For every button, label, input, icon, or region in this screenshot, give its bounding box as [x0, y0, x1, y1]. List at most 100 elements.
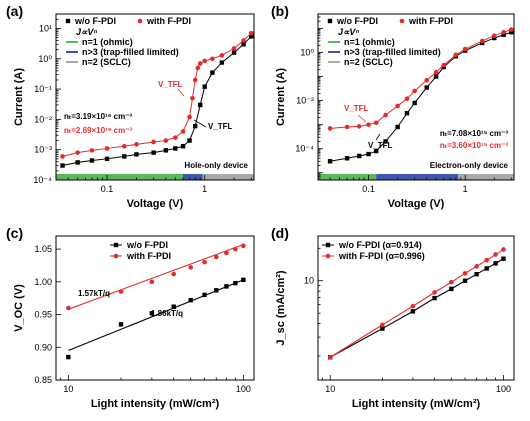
legend-label: w/o F-PDI (α=0.914) — [338, 240, 422, 250]
y-tick-label: 10⁻⁴ — [33, 175, 52, 185]
region-bar-1 — [56, 174, 184, 180]
vtfl-red-arrow — [357, 114, 367, 123]
model-legend: J∝Vⁿn=1 (ohmic)n>3 (trap-filled limited)… — [328, 27, 441, 67]
data-point — [163, 138, 169, 143]
legend: w/o F-PDI (α=0.914)with F-PDI (α=0.996) — [322, 240, 425, 261]
data-point — [60, 163, 65, 168]
panel-1: (a) 0.1 1 10⁻⁴ 10⁻³ 10⁻² 10⁻¹ 10⁰ 10¹ Voltage (V)… — [6, 3, 255, 210]
data-point — [327, 126, 333, 131]
legend-label: with F-PDI — [146, 16, 191, 26]
data-point — [484, 257, 489, 263]
series-2 — [60, 30, 254, 159]
x-tick-label: 100 — [496, 384, 511, 394]
data-point — [210, 70, 215, 75]
data-point — [202, 259, 207, 265]
series-2 — [327, 247, 506, 360]
vtfl-black-label: V_TFL — [368, 141, 393, 150]
data-point — [493, 252, 498, 257]
data-point — [213, 254, 219, 260]
data-point — [366, 151, 371, 157]
model-label: n>3 (trap-filled limited) — [344, 47, 441, 57]
trap-density-black: nₜ=3.19×10¹⁶ cm⁻³ — [64, 112, 132, 121]
data-point — [149, 279, 155, 285]
data-point — [373, 148, 379, 154]
data-point — [202, 292, 207, 298]
series-2 — [66, 243, 246, 311]
data-point — [104, 156, 110, 162]
model-label: n>3 (trap-filled limited) — [82, 47, 179, 57]
data-point — [433, 70, 439, 75]
data-point — [151, 139, 156, 145]
ticks — [317, 13, 512, 180]
plot-frame — [317, 13, 515, 181]
legend-label: w/o F-PDI — [74, 16, 116, 26]
data-point — [404, 96, 410, 102]
annotations: V_TFL V_TFL nₜ=7.08×10¹⁵ cm⁻³ nₜ=3.60×10¹⁵ … — [344, 104, 509, 170]
x-axis-title: Light intensity (mW/cm²) — [91, 398, 220, 410]
series-1 — [66, 277, 246, 360]
legend-marker — [327, 18, 333, 24]
data-point — [424, 77, 430, 83]
x-axis-title: Light intensity (mW/cm²) — [352, 398, 481, 410]
y-tick-label: 10⁻² — [296, 96, 314, 106]
trap-density-red: nₜ=3.60×10¹⁵ cm⁻³ — [440, 141, 508, 150]
y-tick-label: 10⁰ — [38, 54, 52, 64]
y-tick-label: 1.00 — [34, 277, 52, 287]
data-point — [210, 56, 215, 62]
data-point — [501, 32, 506, 37]
data-point — [453, 52, 459, 58]
y-axis-title: V_OC (V) — [13, 284, 25, 332]
data-point — [356, 124, 362, 129]
x-tick-label: 1 — [463, 184, 468, 194]
data-point — [171, 304, 176, 309]
data-point — [60, 154, 65, 159]
y-axis-title: Current (A) — [275, 68, 287, 126]
region-bar-1 — [318, 174, 377, 180]
data-point — [479, 38, 485, 44]
annotations: nₜ=3.19×10¹⁶ cm⁻³ nₜ=2.69×10¹⁶ cm⁻³ V_TFL V… — [64, 80, 249, 170]
legend-label: with F-PDI — [126, 251, 171, 261]
data-point — [432, 295, 437, 301]
legend-marker — [399, 18, 405, 24]
fit-label-black: 1.86kT/q — [151, 309, 183, 318]
data-point — [241, 277, 246, 283]
data-point — [412, 88, 417, 94]
region-bar-2 — [183, 174, 203, 180]
legend-label: with F-PDI (α=0.996) — [338, 251, 425, 261]
plot-frame — [317, 235, 515, 381]
data-point — [198, 102, 203, 108]
x-tick-label: 10 — [63, 384, 73, 394]
x-axis-title: Voltage (V) — [388, 198, 445, 210]
x-tick-label: 1 — [202, 184, 207, 194]
data-point — [163, 148, 169, 153]
device-label: Electron-only device — [430, 161, 509, 170]
panel-2: (b) 0.1 1 10⁻⁴ 10⁻² 10⁰ Voltage (V) Current (A)… — [271, 3, 515, 210]
series-1 — [328, 256, 506, 360]
data-point — [188, 265, 193, 270]
data-point — [412, 100, 417, 106]
legend-marker — [325, 242, 331, 248]
data-point — [233, 280, 238, 286]
panel-3: (c) 10 100 0.85 0.90 0.95 1.00 1.05 Light intens… — [6, 225, 255, 410]
data-point — [173, 146, 178, 151]
data-point — [89, 148, 95, 153]
data-point — [508, 27, 514, 32]
data-point — [383, 139, 388, 144]
model-label: J∝Vⁿ — [76, 27, 97, 37]
data-point — [104, 146, 110, 151]
legend-label: w/o F-PDI — [126, 240, 168, 250]
fit-line — [329, 249, 504, 358]
data-point — [380, 322, 385, 328]
series-1 — [60, 34, 254, 168]
region-bar-2 — [376, 174, 459, 180]
legend: w/o F-PDI with F-PDI — [327, 16, 453, 26]
y-axis-title: J_sc (mA/cm²) — [275, 270, 287, 346]
plot-frame — [55, 235, 255, 381]
series-2 — [327, 27, 514, 131]
plot-frame — [55, 13, 255, 181]
data-point — [462, 46, 468, 52]
fit-label-red: 1.57kT/q — [78, 289, 110, 298]
ticks — [55, 13, 252, 181]
y-axis-title: Current (A) — [13, 68, 25, 126]
annotations: 1.57kT/q 1.86kT/q — [78, 289, 183, 318]
